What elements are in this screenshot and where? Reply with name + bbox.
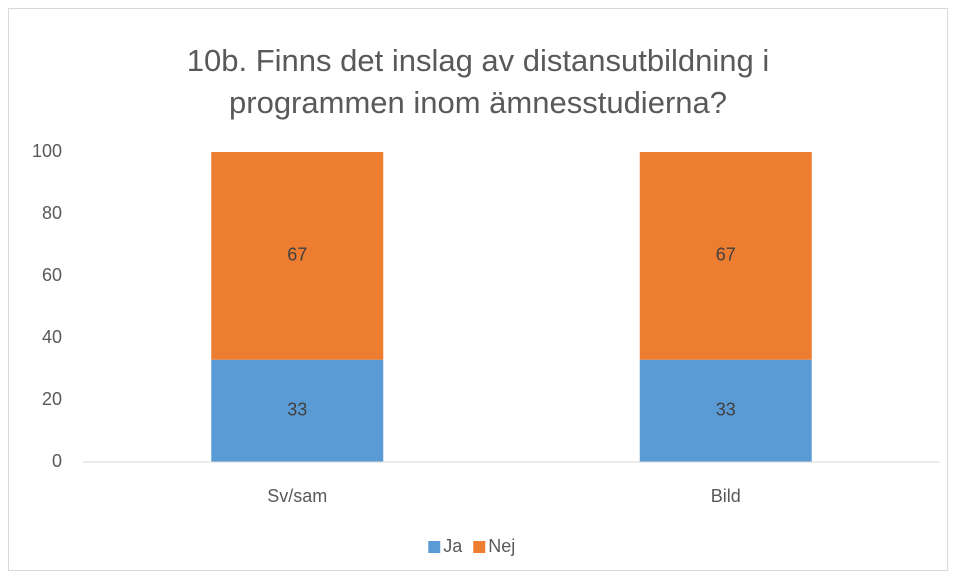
data-label: 67 [716,245,736,265]
legend-label: Nej [488,536,515,556]
y-tick-label: 20 [42,389,62,409]
x-tick-label: Sv/sam [267,486,327,506]
legend-label: Ja [443,536,463,556]
data-label: 33 [716,400,736,420]
bar-segment [211,359,384,462]
data-label: 67 [287,245,307,265]
y-tick-label: 40 [42,327,62,347]
x-tick-label: Bild [711,486,741,506]
bar-segment [639,152,812,360]
legend-swatch [473,541,486,553]
y-tick-label: 100 [32,141,62,161]
chart-title: 10b. Finns det inslag av distansutbildni… [186,43,770,120]
data-label: 33 [287,400,307,420]
bar-segment [211,152,384,360]
bar-segment [639,359,812,462]
y-tick-label: 0 [52,451,62,471]
y-tick-label: 60 [42,265,62,285]
y-tick-label: 80 [42,203,62,223]
legend-swatch [428,541,441,553]
